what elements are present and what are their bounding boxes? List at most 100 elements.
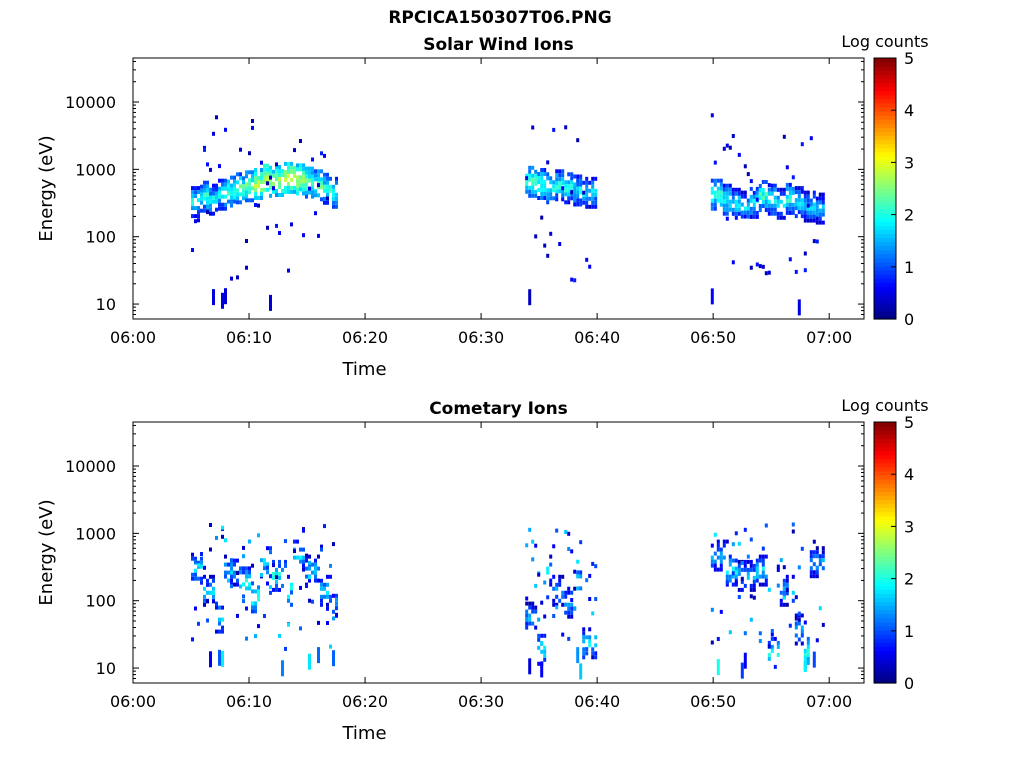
spectrogram-cell xyxy=(242,545,245,550)
spectrogram-cell xyxy=(815,565,819,570)
colorbar-step xyxy=(874,674,896,680)
spectrogram-cell xyxy=(326,594,329,599)
spectrogram-cell xyxy=(591,180,595,185)
spectrogram-cell xyxy=(579,586,583,591)
spectrogram-cell xyxy=(528,527,532,532)
spectrogram-cell xyxy=(320,598,323,603)
spectrogram-cell xyxy=(242,599,245,604)
spectrogram-cell xyxy=(570,172,574,177)
spectrogram-cell xyxy=(254,192,257,196)
colorbar-step xyxy=(874,621,896,627)
spectrogram-cell xyxy=(764,578,768,583)
spectrogram-cell xyxy=(540,641,544,645)
spectrogram-cell xyxy=(245,174,248,179)
spectrogram-cell xyxy=(791,175,795,180)
spectrogram-cell xyxy=(722,187,726,192)
spectrogram-cell xyxy=(254,609,257,614)
colorbar-step xyxy=(874,479,896,484)
spectrogram-cell xyxy=(227,183,230,188)
spectrogram-cell xyxy=(543,196,547,200)
spectrogram-cell xyxy=(549,188,553,193)
spectrogram-cell xyxy=(546,570,550,575)
spectrogram-cell xyxy=(269,193,272,198)
spectrogram-cell xyxy=(552,184,556,189)
spectrogram-cell xyxy=(558,169,562,174)
spectrogram-cell xyxy=(731,207,735,212)
colorbar-step xyxy=(874,115,896,120)
colorbar-step xyxy=(874,135,896,141)
spectrogram-cell xyxy=(794,595,798,600)
spectrogram-cell xyxy=(242,188,245,193)
spectrogram-cell xyxy=(585,196,589,201)
spectrogram-cell xyxy=(740,662,744,679)
spectrogram-cell xyxy=(269,546,272,551)
spectrogram-cell xyxy=(534,583,538,588)
spectrogram-cell xyxy=(591,204,595,209)
spectrogram-cell xyxy=(272,571,275,576)
spectrogram-cell xyxy=(591,196,595,201)
spectrogram-cell xyxy=(561,186,565,191)
spectrogram-cell xyxy=(776,195,780,200)
spectrogram-cell xyxy=(558,177,562,182)
colorbar-tick-label: 4 xyxy=(904,465,914,484)
spectrogram-cell xyxy=(209,523,212,527)
spectrogram-cell xyxy=(758,204,762,208)
spectrogram-cell xyxy=(585,651,589,656)
colorbar-step xyxy=(874,302,896,308)
spectrogram-cell xyxy=(797,202,801,207)
spectrogram-cell xyxy=(296,179,299,184)
spectrogram-cell xyxy=(272,169,275,174)
spectrogram-cell xyxy=(287,594,290,599)
spectrogram-cell xyxy=(329,188,332,193)
spectrogram-cell xyxy=(230,175,233,180)
spectrogram-cell xyxy=(743,567,747,572)
spectrogram-cell xyxy=(812,202,816,207)
spectrogram-cell xyxy=(260,573,263,577)
spectrogram-cell xyxy=(746,214,750,219)
spectrogram-cell xyxy=(555,185,559,190)
spectrogram-cell xyxy=(749,563,753,568)
spectrogram-cell xyxy=(818,562,822,567)
spectrogram-cell xyxy=(236,613,239,618)
spectrogram-cell xyxy=(323,153,326,158)
colorbar-tick-label: 2 xyxy=(904,570,914,589)
spectrogram-cell xyxy=(308,186,311,191)
spectrogram-cell xyxy=(278,633,281,638)
spectrogram-cell xyxy=(537,617,541,622)
spectrogram-cell xyxy=(567,196,571,201)
spectrogram-cell xyxy=(719,555,723,560)
spectrogram-cell xyxy=(245,186,248,191)
spectrogram-cell xyxy=(534,234,538,239)
spectrogram-cell xyxy=(269,181,272,186)
spectrogram-cell xyxy=(725,199,729,204)
spectrogram-cell xyxy=(743,563,747,568)
spectrogram-cell xyxy=(821,212,825,217)
colorbar-step xyxy=(874,212,896,218)
spectrogram-cell xyxy=(546,192,550,197)
spectrogram-cell xyxy=(194,576,197,581)
spectrogram-cell xyxy=(794,190,798,195)
spectrogram-cell xyxy=(776,583,780,588)
spectrogram-cell xyxy=(821,204,825,209)
spectrogram-cell xyxy=(713,160,717,165)
spectrogram-cell xyxy=(293,185,296,190)
spectrogram-cell xyxy=(275,173,278,177)
spectrogram-cell xyxy=(197,190,200,195)
x-tick-label: 07:00 xyxy=(806,692,852,711)
spectrogram-cell xyxy=(218,164,221,169)
spectrogram-cell xyxy=(782,187,786,192)
colorbar-step xyxy=(874,233,896,239)
spectrogram-cell xyxy=(803,268,807,273)
spectrogram-cell xyxy=(230,578,233,583)
spectrogram-cell xyxy=(200,576,203,581)
spectrogram-cell xyxy=(719,551,723,556)
spectrogram-cell xyxy=(725,195,729,200)
spectrogram-cell xyxy=(233,179,236,184)
spectrogram-cell xyxy=(725,183,729,188)
spectrogram-cell xyxy=(812,554,816,559)
spectrogram-cell xyxy=(713,190,717,195)
spectrogram-cell xyxy=(767,587,771,592)
spectrogram-cell xyxy=(233,175,236,180)
spectrogram-cell xyxy=(197,214,200,219)
spectrogram-cell xyxy=(218,621,221,626)
